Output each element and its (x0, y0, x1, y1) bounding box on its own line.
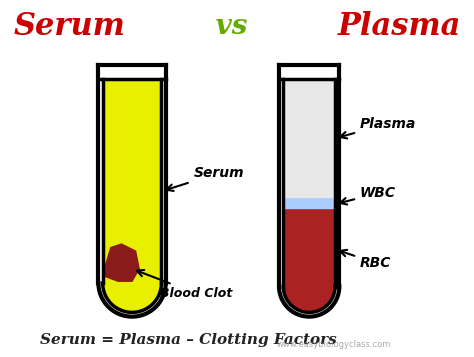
Text: www.easybiologyclass.com: www.easybiologyclass.com (276, 340, 391, 348)
Text: Blood Clot: Blood Clot (137, 270, 233, 300)
Text: Serum: Serum (13, 11, 125, 42)
Text: WBC: WBC (340, 186, 396, 205)
Polygon shape (104, 244, 139, 281)
Polygon shape (283, 287, 335, 312)
Polygon shape (103, 283, 162, 312)
Text: RBC: RBC (340, 250, 391, 270)
Text: vs: vs (206, 13, 257, 40)
Text: Serum = Plasma – Clotting Factors: Serum = Plasma – Clotting Factors (40, 333, 337, 347)
Text: Plasma: Plasma (340, 117, 416, 139)
Text: Serum: Serum (166, 166, 244, 191)
Text: Plasma: Plasma (337, 11, 461, 42)
